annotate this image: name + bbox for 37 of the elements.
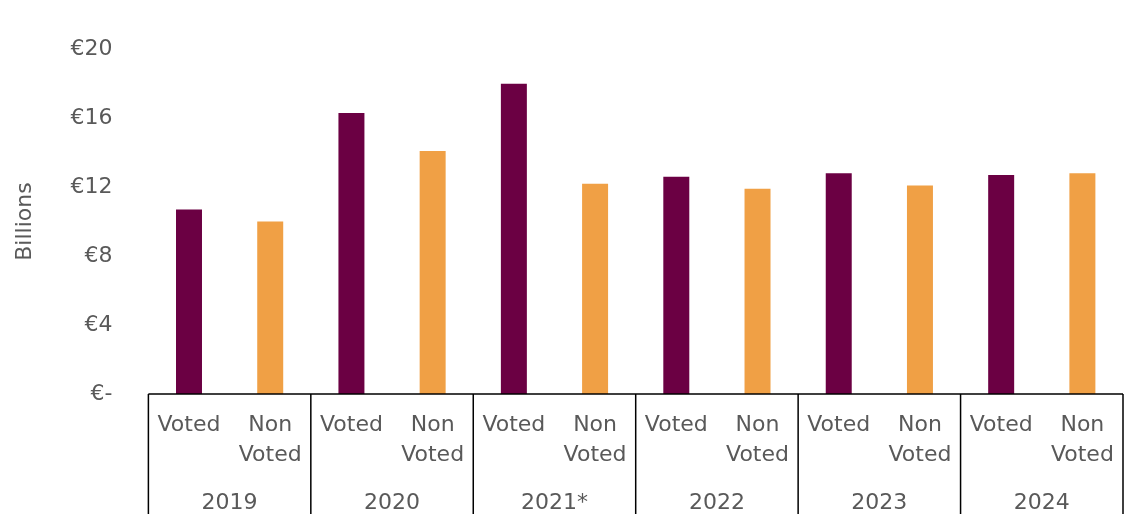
bar (338, 112, 365, 394)
bar (500, 83, 527, 394)
y-tick-label: €12 (70, 172, 113, 198)
y-tick-label: €4 (84, 310, 113, 336)
bar (176, 209, 202, 394)
bar (988, 175, 1015, 394)
y-tick-label: €- (90, 379, 113, 405)
bar (257, 221, 284, 394)
text: Non Voted (888, 410, 952, 466)
text: Voted (969, 410, 1033, 436)
x-tick-label: 2022 (688, 488, 745, 514)
x-tick-label: 2024 (1013, 488, 1070, 514)
x-tick-label: 2020 (364, 488, 421, 514)
bar (1069, 173, 1096, 394)
x-tick-label: 2021* (520, 488, 588, 514)
text: Non Voted (401, 410, 465, 466)
bar (906, 185, 933, 394)
bar (825, 173, 852, 394)
bar (663, 176, 690, 394)
series-label: Non Voted (1050, 410, 1114, 466)
text: Non Voted (726, 410, 789, 466)
y-tick-label: €8 (84, 241, 113, 267)
x-tick-label: 2023 (851, 488, 908, 514)
text: Voted (807, 410, 871, 436)
text: Non Voted (238, 410, 302, 466)
y-tick-label: €20 (70, 34, 113, 60)
text: Voted (319, 410, 383, 436)
y-axis-title: Billions (10, 182, 36, 261)
bar (744, 188, 771, 394)
text: Voted (157, 410, 221, 436)
text: Voted (482, 410, 546, 436)
y-tick-label: €16 (70, 103, 113, 129)
bar (419, 150, 446, 394)
series-label: Voted (644, 410, 708, 436)
text: Non Voted (563, 410, 627, 466)
x-tick-label: 2019 (201, 488, 258, 514)
bar (582, 183, 609, 394)
